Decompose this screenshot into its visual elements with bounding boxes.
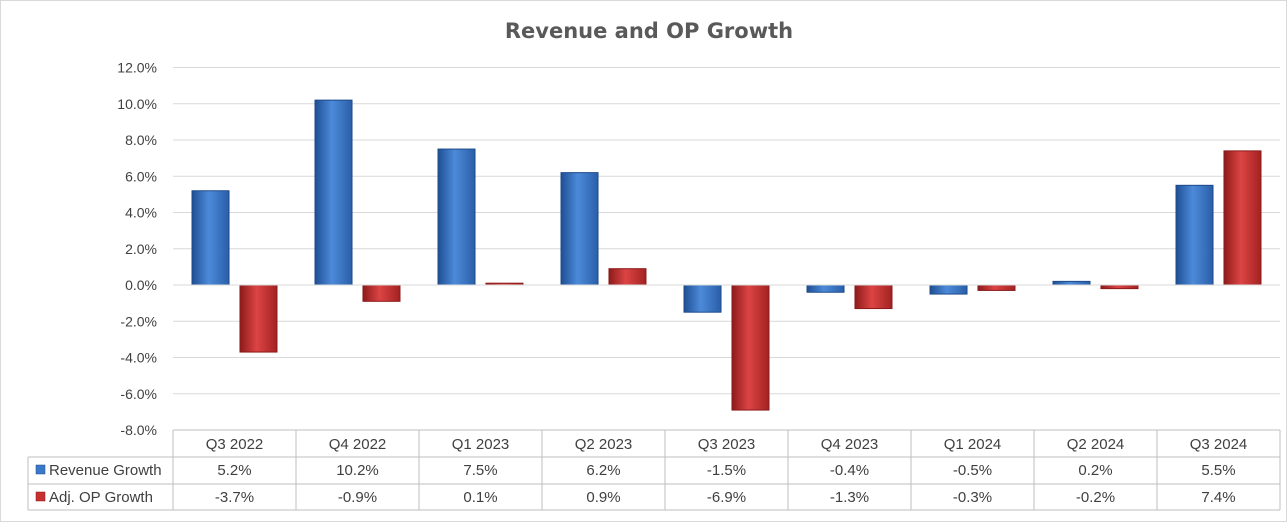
- bars: [173, 99, 1280, 411]
- category-label: Q2 2024: [1067, 436, 1125, 453]
- data-label: -3.7%: [215, 489, 254, 506]
- data-label: 7.5%: [463, 462, 497, 479]
- category-label: Q3 2022: [206, 436, 264, 453]
- data-label: 10.2%: [336, 462, 379, 479]
- y-tick-label: -8.0%: [120, 422, 157, 438]
- bar-adj-op-5: [854, 284, 893, 310]
- bar-revenue-2: [437, 148, 476, 286]
- bar-adj-op-3: [608, 268, 647, 286]
- data-label: 7.4%: [1201, 489, 1235, 506]
- y-tick-label: -4.0%: [120, 350, 157, 366]
- data-label: -1.3%: [830, 489, 869, 506]
- y-tick-label: 8.0%: [125, 132, 157, 148]
- bar-revenue-7: [1052, 280, 1091, 286]
- data-label: -0.5%: [953, 462, 992, 479]
- data-label: -1.5%: [707, 462, 746, 479]
- bar-revenue-4: [683, 284, 722, 313]
- bar-revenue-1: [314, 99, 353, 286]
- data-label: 0.1%: [463, 489, 497, 506]
- bar-adj-op-1: [362, 284, 401, 302]
- bar-revenue-8: [1175, 184, 1214, 286]
- category-label: Q4 2023: [821, 436, 879, 453]
- bar-revenue-6: [929, 284, 968, 295]
- bar-adj-op-7: [1100, 284, 1139, 290]
- legend-swatch-adj-op: [35, 491, 46, 502]
- y-tick-label: 4.0%: [125, 205, 157, 221]
- category-label: Q3 2023: [698, 436, 756, 453]
- category-label: Q1 2023: [452, 436, 510, 453]
- bar-adj-op-0: [239, 284, 278, 353]
- data-label: 5.2%: [217, 462, 251, 479]
- data-label: 0.9%: [586, 489, 620, 506]
- chart-title: Revenue and OP Growth: [505, 19, 793, 43]
- y-tick-label: 12.0%: [117, 60, 157, 76]
- bar-adj-op-6: [977, 284, 1016, 291]
- bar-revenue-0: [191, 190, 230, 286]
- y-tick-label: 2.0%: [125, 241, 157, 257]
- bar-revenue-3: [560, 172, 599, 286]
- legend-swatch-revenue: [35, 464, 46, 475]
- data-table: Q3 2022 Q4 2022 Q1 2023 Q2 2023 Q3 2023 Q4 20…: [27, 429, 1281, 511]
- data-label: 5.5%: [1201, 462, 1235, 479]
- data-label: -0.3%: [953, 489, 992, 506]
- category-label: Q4 2022: [329, 436, 387, 453]
- legend-label-revenue: Revenue Growth: [49, 462, 162, 479]
- data-label: -6.9%: [707, 489, 746, 506]
- y-tick-label: -2.0%: [120, 313, 157, 329]
- data-label: 0.2%: [1078, 462, 1112, 479]
- y-axis: 12.0% 10.0% 8.0% 6.0% 4.0% 2.0% 0.0% -2.0% -4.0%…: [117, 60, 157, 439]
- legend-label-adj-op: Adj. OP Growth: [49, 489, 153, 506]
- bar-adj-op-4: [731, 284, 770, 411]
- data-label: 6.2%: [586, 462, 620, 479]
- y-tick-label: 0.0%: [125, 277, 157, 293]
- data-label: -0.9%: [338, 489, 377, 506]
- y-tick-label: 6.0%: [125, 168, 157, 184]
- bar-revenue-5: [806, 284, 845, 293]
- category-label: Q2 2023: [575, 436, 633, 453]
- y-tick-label: -6.0%: [120, 386, 157, 402]
- y-tick-label: 10.0%: [117, 96, 157, 112]
- bar-adj-op-8: [1223, 150, 1262, 286]
- category-label: Q3 2024: [1190, 436, 1248, 453]
- category-label: Q1 2024: [944, 436, 1002, 453]
- data-label: -0.2%: [1076, 489, 1115, 506]
- data-label: -0.4%: [830, 462, 869, 479]
